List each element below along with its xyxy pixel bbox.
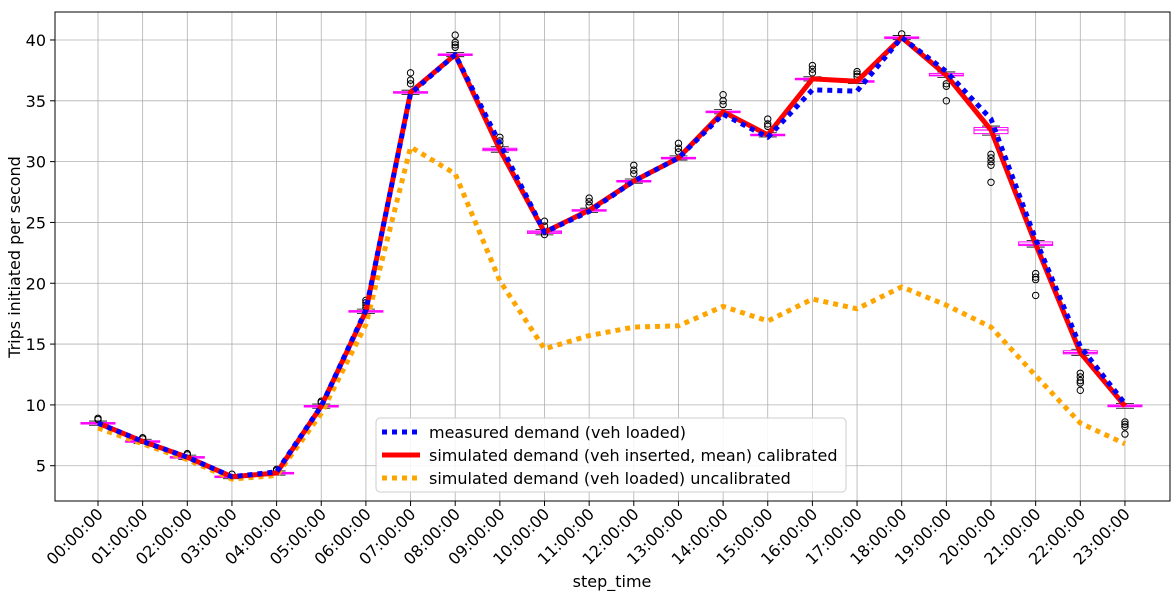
legend-label: simulated demand (veh inserted, mean) ca… <box>429 446 837 465</box>
box-outlier <box>808 65 817 73</box>
box-outlier <box>942 97 951 105</box>
box-outlier <box>1031 273 1040 281</box>
y-tick-label: 40 <box>26 31 46 50</box>
box-outlier <box>585 198 593 206</box>
box-outlier <box>1121 418 1129 426</box>
box-outlier <box>1031 275 1040 284</box>
box-outlier <box>1031 291 1040 300</box>
box-outlier <box>764 120 772 128</box>
box-outlier <box>674 144 683 152</box>
box-outlier <box>987 157 995 166</box>
series-lines <box>97 35 1127 482</box>
box-outlier <box>987 161 995 169</box>
y-tick-label: 30 <box>26 153 46 172</box>
y-tick-label: 20 <box>26 274 46 293</box>
box-outlier <box>808 61 817 70</box>
legend-box <box>375 417 847 493</box>
box-outlier <box>719 100 727 109</box>
box-outlier <box>764 122 772 131</box>
series-line-0 <box>97 35 1127 480</box>
y-axis: 5 10 15 20 25 30 35 40 <box>26 31 55 476</box>
box-outlier <box>674 139 683 148</box>
box-outlier <box>1121 423 1129 431</box>
box-outlier <box>1076 379 1085 387</box>
plot-frame <box>54 11 1171 502</box>
box-outlier <box>94 414 102 422</box>
box-outlier <box>451 38 459 47</box>
box-outlier <box>630 161 638 169</box>
box-outlier <box>1121 420 1129 429</box>
legend-label: measured demand (veh loaded) <box>429 423 686 442</box>
y-tick-label: 25 <box>26 213 46 232</box>
box-outlier <box>1076 376 1085 385</box>
legend: measured demand (veh loaded) simulated de… <box>375 417 847 493</box>
box-outlier <box>764 115 772 123</box>
box-outlier <box>1076 386 1085 395</box>
legend-label: simulated demand (veh loaded) uncalibrat… <box>429 469 791 488</box>
box-outlier <box>630 166 638 174</box>
box-outlier <box>1076 369 1085 377</box>
box-outlier <box>942 80 951 88</box>
y-axis-title: Trips initiated per second <box>5 156 24 359</box>
box-outlier <box>451 41 459 49</box>
box-outlier <box>853 67 861 76</box>
box-outlier <box>1121 430 1129 438</box>
boxplot <box>1107 403 1143 438</box>
box-outlier <box>451 31 459 39</box>
box-outlier <box>585 194 593 202</box>
box-outlier <box>719 91 727 99</box>
box-outlier <box>406 76 415 84</box>
y-tick-label: 5 <box>36 457 46 476</box>
box-outlier <box>987 178 995 186</box>
y-tick-label: 10 <box>26 396 46 415</box>
box-outlier <box>987 150 995 159</box>
box-outlier <box>808 69 817 77</box>
box-outlier <box>630 170 638 178</box>
box-outlier <box>987 154 995 162</box>
box-outlier <box>853 70 861 78</box>
box-outlier <box>451 43 459 51</box>
box-outlier <box>942 82 951 90</box>
box-outlier <box>406 80 415 88</box>
x-axis-title: step_time <box>573 572 652 592</box>
box-outlier <box>406 69 415 77</box>
y-tick-label: 15 <box>26 335 46 354</box>
y-tick-label: 35 <box>26 92 46 111</box>
